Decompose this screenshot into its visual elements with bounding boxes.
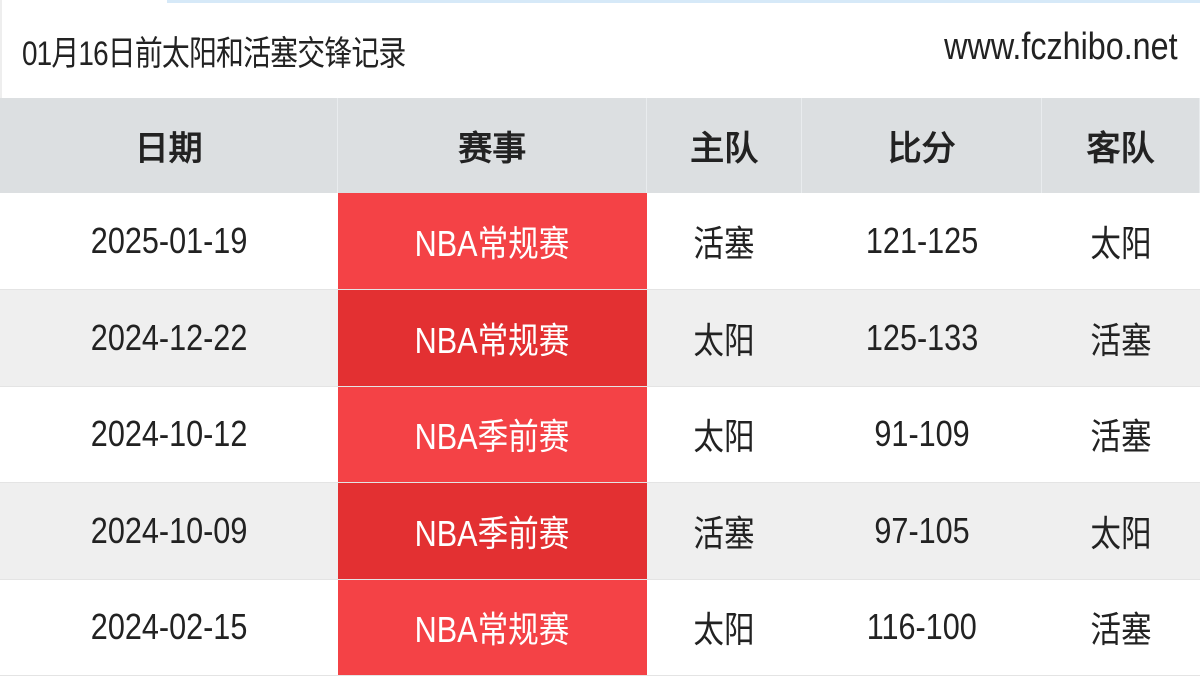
top-accent-bar [167,0,1200,3]
competition-cell: NBA常规赛 [337,289,647,387]
table-row: 2024-10-12 NBA季前赛 太阳 91-109 活塞 [0,386,1200,483]
column-header-score: 比分 [801,98,1043,193]
score-cell: 121-125 [801,193,1042,290]
competition-cell: NBA季前赛 [337,482,647,580]
score-cell-text: 91-109 [873,413,970,455]
date-cell: 2024-12-22 [0,289,338,387]
away-team-cell: 活塞 [1041,289,1200,387]
score-cell-text: 121-125 [865,220,978,261]
date-cell: 2024-10-09 [0,482,338,580]
home-team-cell: 太阳 [646,289,802,387]
away-team-cell: 活塞 [1041,386,1200,483]
date-cell-text: 2024-10-12 [90,413,248,455]
divider [0,0,2,98]
date-cell: 2024-10-12 [0,386,338,483]
header: 01月16日前太阳和活塞交锋记录 www.fczhibo.net [0,0,1200,98]
page-title: 01月16日前太阳和活塞交锋记录 [22,35,406,73]
competition-cell-text: NBA常规赛 [414,319,570,361]
date-cell-text: 2024-12-22 [90,316,248,358]
home-team-cell: 活塞 [646,482,802,580]
table-header-row: 日期 赛事 主队 比分 客队 [0,98,1200,193]
competition-cell: NBA季前赛 [337,386,647,483]
home-team-cell-text: 太阳 [693,319,755,361]
away-team-cell-text: 活塞 [1089,609,1152,651]
competition-cell-text: NBA季前赛 [414,416,570,458]
away-team-cell-text: 活塞 [1089,319,1152,361]
date-cell: 2024-02-15 [0,579,338,676]
column-header-date: 日期 [0,98,339,193]
column-header-home: 主队 [646,98,803,193]
home-team-cell: 太阳 [646,579,802,676]
table-row: 2025-01-19 NBA常规赛 活塞 121-125 太阳 [0,193,1200,290]
competition-cell: NBA常规赛 [337,193,647,290]
score-cell-text: 116-100 [866,606,977,648]
home-team-cell-text: 太阳 [693,609,755,651]
competition-cell-text: NBA常规赛 [414,223,570,264]
score-cell: 116-100 [801,579,1042,676]
score-cell-text: 97-105 [873,509,970,551]
away-team-cell: 太阳 [1041,193,1200,290]
away-team-cell-text: 太阳 [1089,223,1152,264]
away-team-cell: 活塞 [1041,579,1200,676]
home-team-cell: 太阳 [646,386,802,483]
date-cell-text: 2024-10-09 [90,509,248,551]
home-team-cell-text: 太阳 [693,416,755,458]
competition-cell-text: NBA常规赛 [414,609,570,651]
column-header-competition: 赛事 [337,98,648,193]
score-cell: 97-105 [801,482,1042,580]
table-row: 2024-12-22 NBA常规赛 太阳 125-133 活塞 [0,289,1200,387]
date-cell-text: 2025-01-19 [90,220,248,261]
table-row: 2024-02-15 NBA常规赛 太阳 116-100 活塞 [0,579,1200,676]
site-url: www.fczhibo.net [944,26,1178,68]
date-cell: 2025-01-19 [0,193,338,290]
home-team-cell-text: 活塞 [693,223,755,264]
date-cell-text: 2024-02-15 [90,606,248,648]
head-to-head-table: 日期 赛事 主队 比分 客队 2025-01-19 NBA常规赛 活塞 121-125… [0,98,1200,676]
away-team-cell-text: 太阳 [1089,512,1152,554]
home-team-cell-text: 活塞 [693,512,755,554]
score-cell: 91-109 [801,386,1042,483]
away-team-cell-text: 活塞 [1089,416,1152,458]
table-row: 2024-10-09 NBA季前赛 活塞 97-105 太阳 [0,482,1200,580]
competition-cell: NBA常规赛 [337,579,647,676]
score-cell: 125-133 [801,289,1042,387]
competition-cell-text: NBA季前赛 [414,512,570,554]
home-team-cell: 活塞 [646,193,802,290]
score-cell-text: 125-133 [865,316,978,358]
away-team-cell: 太阳 [1041,482,1200,580]
column-header-away: 客队 [1041,98,1200,193]
